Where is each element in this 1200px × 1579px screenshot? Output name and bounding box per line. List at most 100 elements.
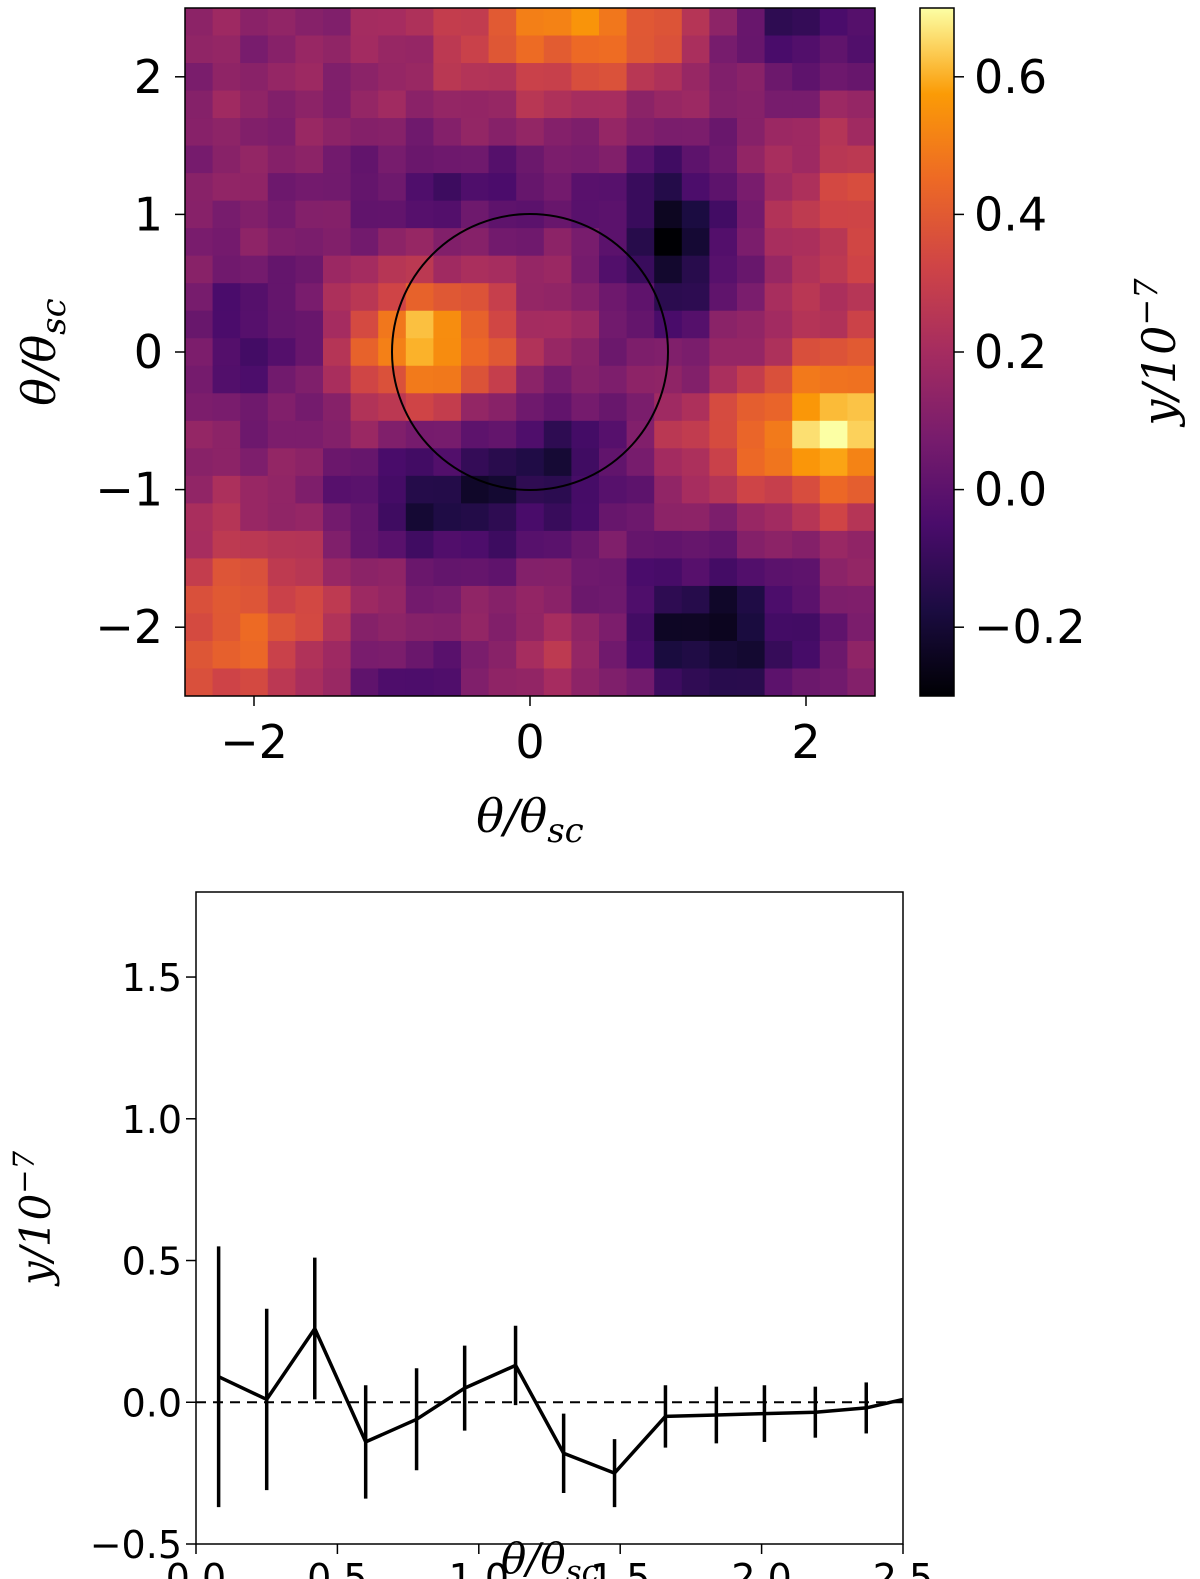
heatmap-cell [792, 145, 821, 174]
heatmap-cell [764, 613, 793, 642]
x-tick-label: 2.5 [873, 1556, 933, 1579]
heatmap-cell [543, 365, 572, 394]
heatmap-cell [350, 448, 379, 477]
heatmap-cell [405, 35, 434, 64]
heatmap-cell [571, 640, 600, 670]
heatmap-cell [709, 503, 738, 532]
heatmap-cell [792, 173, 821, 202]
heatmap-cell [626, 585, 655, 615]
heatmap-cell [571, 338, 600, 367]
heatmap-cell [516, 420, 545, 449]
colorbar-tick-label: 0.2 [974, 325, 1047, 379]
heatmap-cell [654, 283, 683, 312]
heatmap-cell [764, 530, 793, 559]
heatmap-cell [185, 200, 214, 229]
heatmap-cell [378, 118, 407, 147]
heatmap-cell [378, 8, 407, 37]
heatmap-cell [654, 558, 683, 587]
heatmap-cell [626, 613, 655, 642]
heatmap-cell [488, 585, 517, 615]
heatmap-cell [764, 558, 793, 587]
x-tick-label: 1.5 [590, 1556, 650, 1579]
y-tick-label: −1 [95, 463, 163, 517]
heatmap-cell [267, 365, 296, 394]
heatmap-cell [764, 145, 793, 174]
heatmap-cell [543, 255, 572, 284]
heatmap-cell [819, 8, 848, 37]
heatmap-cell [295, 173, 324, 202]
heatmap-cell [267, 585, 296, 615]
heatmap-cell [709, 668, 738, 696]
heatmap-cell [709, 613, 738, 642]
colorbar: −0.2 0.0 0.2 0.4 0.6 y/10−7 [919, 7, 1186, 697]
heatmap-cell [709, 310, 738, 339]
heatmap-cell [764, 283, 793, 312]
heatmap-cell [737, 283, 766, 312]
heatmap-cell [819, 228, 848, 257]
heatmap-cell [626, 393, 655, 422]
heatmap-cell [350, 310, 379, 339]
heatmap-cell [764, 338, 793, 367]
heatmap-cell [737, 640, 766, 670]
heatmap-cell [626, 530, 655, 559]
heatmap-cell [378, 558, 407, 587]
heatmap-cell [709, 200, 738, 229]
heatmap-cell [267, 145, 296, 174]
heatmap-cell [847, 63, 875, 92]
heatmap-cell [543, 393, 572, 422]
heatmap-cell [654, 420, 683, 449]
heatmap-cell [185, 530, 214, 559]
heatmap-cell [488, 393, 517, 422]
heatmap-cell [295, 585, 324, 615]
heatmap-cell [792, 585, 821, 615]
heatmap-cell [378, 228, 407, 257]
heatmap-cell [571, 90, 600, 119]
heatmap-cell [185, 475, 214, 504]
heatmap-cell [737, 173, 766, 202]
heatmap-cell [543, 35, 572, 64]
heatmap-cell [378, 448, 407, 477]
heatmap-cell [792, 613, 821, 642]
heatmap-cell [405, 613, 434, 642]
heatmap-cell [847, 255, 875, 284]
heatmap-cell [461, 475, 490, 504]
heatmap-cell [240, 448, 269, 477]
heatmap-cell [709, 173, 738, 202]
heatmap-cell [709, 448, 738, 477]
heatmap-cell [240, 283, 269, 312]
heatmap-cell [543, 90, 572, 119]
heatmap-cell [516, 503, 545, 532]
heatmap-cell [212, 530, 241, 559]
heatmap-cell [323, 503, 352, 532]
heatmap-cell [350, 173, 379, 202]
y-tick-label: −0.5 [90, 1523, 182, 1567]
heatmap-cell [350, 283, 379, 312]
heatmap-cell [212, 35, 241, 64]
heatmap-cell [185, 668, 214, 696]
heatmap-cell [681, 118, 710, 147]
heatmap-cell [240, 530, 269, 559]
heatmap-cell [571, 558, 600, 587]
heatmap-cell [819, 35, 848, 64]
colorbar-tick-label: 0.6 [974, 50, 1047, 104]
heatmap-cell [737, 475, 766, 504]
heatmap-cell [295, 365, 324, 394]
heatmap-cell [847, 228, 875, 257]
heatmap-cell [571, 475, 600, 504]
heatmap-cell [626, 173, 655, 202]
heatmap-cell [433, 63, 462, 92]
heatmap-cell [709, 63, 738, 92]
heatmap-cell [378, 255, 407, 284]
heatmap-cell [626, 503, 655, 532]
heatmap-cell [764, 255, 793, 284]
heatmap-cell [654, 503, 683, 532]
heatmap-cell [323, 420, 352, 449]
heatmap-cell [819, 640, 848, 670]
heatmap-cell [350, 35, 379, 64]
heatmap-cell [405, 338, 434, 367]
heatmap-cell [405, 475, 434, 504]
heatmap-cell [185, 90, 214, 119]
heatmap-cell [185, 228, 214, 257]
heatmap-cell [267, 90, 296, 119]
heatmap-cell [626, 558, 655, 587]
